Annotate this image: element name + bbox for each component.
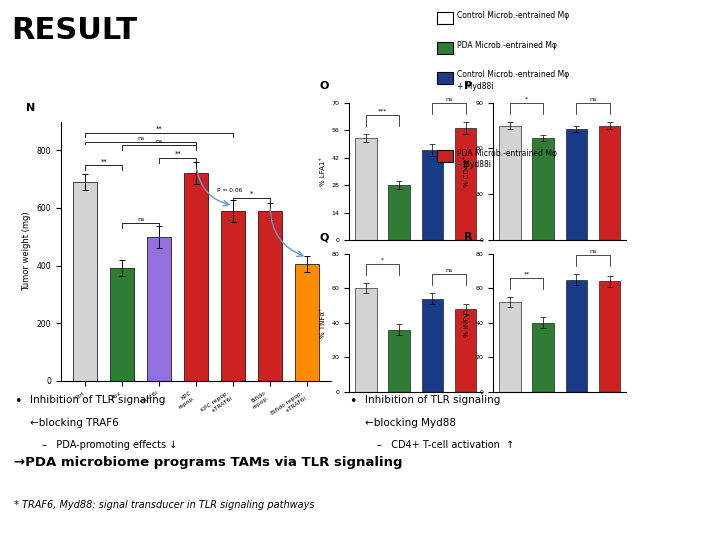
Bar [388, 185, 410, 240]
Text: **: ** [174, 151, 181, 157]
Text: Q: Q [320, 232, 329, 242]
Text: *: * [381, 258, 384, 262]
Bar [110, 268, 135, 381]
Bar [388, 329, 410, 392]
Text: PDA Microb.-entrained Mφ: PDA Microb.-entrained Mφ [457, 148, 557, 158]
Text: **: ** [523, 271, 530, 276]
Text: PDA Microb.-entrained Mφ: PDA Microb.-entrained Mφ [457, 40, 557, 50]
Y-axis label: % INFγ⁺: % INFγ⁺ [463, 309, 470, 336]
Text: ns: ns [446, 97, 453, 102]
Text: O: O [320, 81, 329, 91]
Bar [73, 182, 97, 381]
Text: P: P [464, 81, 472, 91]
Text: –   PDA-promoting effects ↓: – PDA-promoting effects ↓ [42, 440, 177, 450]
Text: •: • [14, 395, 22, 408]
Bar [221, 211, 245, 381]
Text: *: * [250, 191, 253, 197]
Text: ←blocking Myd88: ←blocking Myd88 [365, 418, 456, 428]
Bar [355, 288, 377, 392]
Text: →PDA microbiome programs TAMs via TLR signaling: →PDA microbiome programs TAMs via TLR si… [14, 456, 403, 469]
Text: RESULT: RESULT [11, 16, 137, 45]
Text: – Myd88i: – Myd88i [457, 160, 491, 170]
Bar [566, 280, 588, 392]
Text: * TRAF6, Myd88: signal transducer in TLR signaling pathways: * TRAF6, Myd88: signal transducer in TLR… [14, 500, 315, 510]
Bar [566, 129, 588, 240]
Bar [599, 125, 621, 240]
Text: N: N [26, 103, 35, 113]
Text: ***: *** [378, 109, 387, 113]
Bar [422, 150, 444, 240]
Bar [499, 125, 521, 240]
Bar [455, 128, 477, 240]
Bar [148, 237, 171, 381]
Y-axis label: % TNFα⁺: % TNFα⁺ [320, 307, 326, 338]
Text: Control Microb.-entrained Mφ: Control Microb.-entrained Mφ [457, 70, 570, 79]
Text: ←blocking TRAF6: ←blocking TRAF6 [30, 418, 119, 428]
Bar [258, 211, 282, 381]
Bar [532, 322, 554, 392]
Text: Inhibition of TLR signaling: Inhibition of TLR signaling [30, 395, 166, 406]
Text: ns: ns [156, 139, 163, 144]
Bar [599, 281, 621, 392]
Text: Inhibition of TLR signaling: Inhibition of TLR signaling [365, 395, 500, 406]
Text: Control Microb.-entrained Mφ: Control Microb.-entrained Mφ [457, 11, 570, 20]
Text: –   CD4+ T-cell activation  ↑: – CD4+ T-cell activation ↑ [377, 440, 514, 450]
Bar [455, 309, 477, 392]
Bar [499, 302, 521, 392]
Text: ns: ns [138, 217, 145, 222]
Text: ns: ns [138, 137, 145, 141]
Bar [184, 173, 208, 381]
Text: R: R [464, 232, 472, 242]
Text: •: • [349, 395, 356, 408]
Y-axis label: % CD44⁺: % CD44⁺ [464, 156, 470, 187]
Bar [532, 138, 554, 240]
Bar [422, 299, 444, 392]
Text: ns: ns [590, 97, 597, 102]
Text: ns: ns [446, 268, 453, 273]
Text: **: ** [101, 158, 107, 164]
Bar [355, 138, 377, 240]
Y-axis label: % LFA1⁺: % LFA1⁺ [320, 157, 326, 186]
Text: P = 0.06: P = 0.06 [217, 188, 242, 193]
Bar [295, 264, 319, 381]
Text: + Myd88i: + Myd88i [457, 82, 494, 91]
Text: **: ** [156, 126, 163, 132]
Y-axis label: Tumor weight (mg): Tumor weight (mg) [22, 211, 31, 291]
Text: *: * [525, 97, 528, 102]
Text: ns: ns [590, 249, 597, 254]
